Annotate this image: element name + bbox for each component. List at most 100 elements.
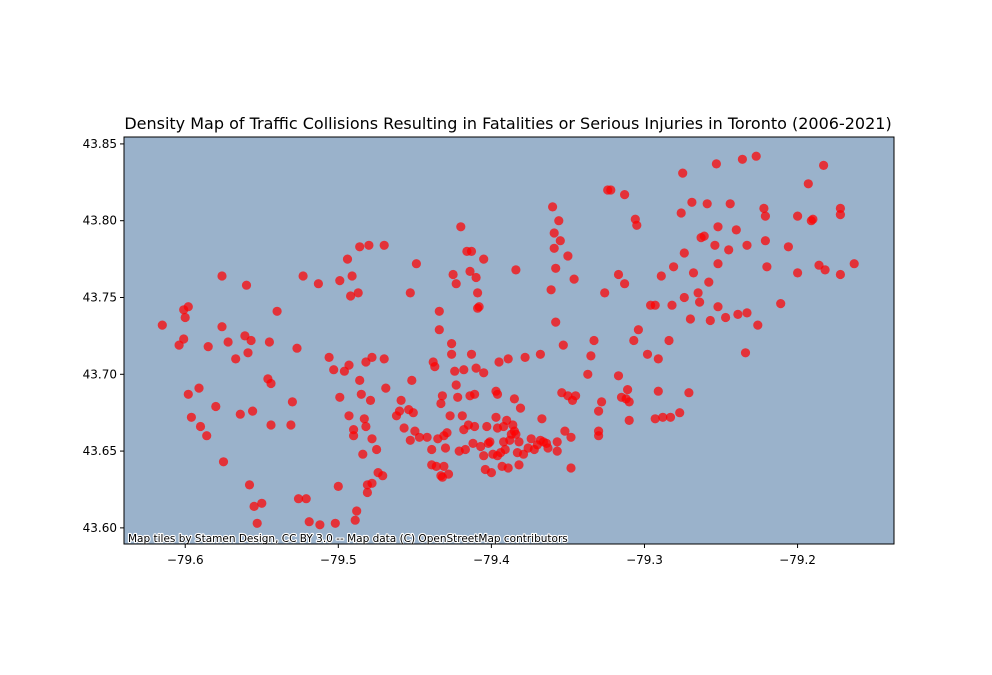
collision-point bbox=[658, 412, 668, 422]
collision-point bbox=[620, 190, 630, 200]
collision-point bbox=[313, 279, 323, 289]
collision-point bbox=[183, 302, 193, 312]
collision-point bbox=[548, 202, 558, 212]
collision-point bbox=[721, 312, 731, 323]
collision-point bbox=[286, 420, 296, 430]
collision-point bbox=[667, 300, 677, 310]
y-tick-label: 43.60 bbox=[83, 521, 117, 535]
collision-point bbox=[713, 222, 723, 232]
collision-point bbox=[688, 268, 699, 278]
collision-point bbox=[355, 375, 365, 385]
collision-point bbox=[211, 401, 221, 412]
collision-point bbox=[350, 515, 360, 525]
collision-point bbox=[450, 366, 460, 376]
collision-point bbox=[665, 412, 676, 422]
x-axis: −79.6 −79.5 −79.4 −79.3 −79.2 bbox=[167, 544, 816, 567]
collision-point bbox=[381, 383, 391, 393]
collision-point bbox=[471, 272, 481, 283]
collision-point bbox=[543, 443, 553, 453]
collision-point bbox=[551, 263, 561, 273]
collision-point bbox=[470, 389, 480, 399]
collision-point bbox=[554, 216, 564, 226]
collision-point bbox=[244, 480, 255, 490]
collision-point bbox=[558, 340, 568, 350]
collision-point bbox=[569, 274, 579, 284]
collision-point bbox=[436, 398, 446, 409]
collision-point bbox=[702, 199, 712, 209]
collision-point bbox=[356, 389, 366, 399]
collision-point bbox=[724, 245, 734, 255]
collision-point bbox=[600, 288, 610, 298]
collision-point bbox=[737, 154, 748, 164]
collision-point bbox=[465, 266, 475, 276]
collision-point bbox=[613, 269, 624, 280]
collision-point bbox=[439, 461, 449, 471]
collision-point bbox=[378, 471, 388, 481]
collision-point bbox=[583, 369, 593, 379]
y-tick-label: 43.65 bbox=[83, 444, 117, 458]
collision-point bbox=[776, 299, 786, 309]
collision-point bbox=[344, 411, 354, 421]
collision-point bbox=[725, 199, 735, 209]
y-tick-label: 43.75 bbox=[83, 290, 117, 304]
collision-point bbox=[266, 420, 276, 430]
collision-point bbox=[552, 446, 562, 456]
collision-point bbox=[379, 354, 389, 364]
collision-point bbox=[427, 444, 437, 455]
collision-point bbox=[511, 429, 521, 439]
collision-point bbox=[367, 352, 377, 362]
collision-point bbox=[759, 203, 769, 213]
collision-point bbox=[442, 428, 452, 438]
x-tick-label: −79.4 bbox=[473, 553, 510, 567]
collision-point bbox=[396, 395, 406, 405]
collision-point bbox=[195, 421, 206, 432]
collision-point bbox=[194, 383, 204, 393]
collision-point bbox=[685, 314, 696, 324]
collision-point bbox=[361, 421, 371, 432]
collision-point bbox=[372, 444, 382, 455]
collision-point bbox=[411, 259, 421, 269]
collision-point bbox=[563, 251, 573, 261]
collision-point bbox=[272, 306, 282, 316]
collision-point bbox=[445, 411, 455, 421]
collision-point bbox=[466, 349, 477, 359]
collision-point bbox=[246, 335, 256, 346]
collision-point bbox=[676, 208, 686, 218]
x-tick-label: −79.3 bbox=[626, 553, 663, 567]
collision-point bbox=[623, 385, 633, 395]
collision-point bbox=[819, 160, 829, 170]
collision-point bbox=[586, 351, 596, 361]
collision-point bbox=[359, 414, 369, 424]
collision-point bbox=[203, 342, 213, 352]
collision-point bbox=[537, 414, 547, 424]
collision-point bbox=[684, 388, 694, 398]
y-tick-label: 43.80 bbox=[83, 214, 117, 228]
collision-point bbox=[678, 168, 688, 178]
collision-point bbox=[760, 211, 771, 221]
collision-point bbox=[503, 354, 513, 364]
collision-point bbox=[315, 520, 325, 530]
collision-point bbox=[474, 302, 484, 312]
collision-point bbox=[335, 392, 345, 402]
collision-point bbox=[448, 269, 458, 280]
collision-point bbox=[298, 271, 308, 281]
collision-point bbox=[835, 269, 846, 280]
collision-point bbox=[466, 246, 477, 256]
collision-point bbox=[329, 365, 339, 375]
collision-point bbox=[514, 437, 524, 447]
collision-point bbox=[437, 391, 447, 401]
collision-point bbox=[642, 349, 653, 359]
collision-point bbox=[620, 279, 630, 289]
collision-point bbox=[365, 395, 376, 405]
y-axis: 43.60 43.65 43.70 43.75 43.80 43.85 bbox=[83, 137, 124, 535]
collision-point bbox=[451, 380, 461, 390]
collision-point bbox=[511, 265, 521, 275]
collision-point bbox=[762, 262, 772, 272]
collision-point bbox=[422, 432, 432, 442]
collision-point bbox=[186, 412, 196, 422]
collision-point bbox=[243, 348, 253, 358]
plot-frame bbox=[123, 136, 895, 545]
collision-point bbox=[650, 414, 660, 424]
collision-point bbox=[653, 354, 663, 364]
